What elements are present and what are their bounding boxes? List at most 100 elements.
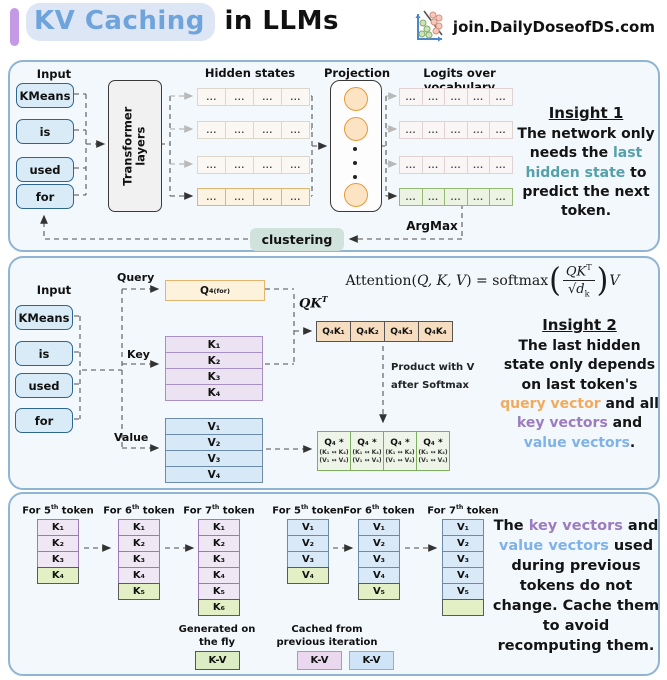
logits-row: ............... (399, 121, 513, 139)
hdr-sup: th (300, 504, 309, 511)
formula-fraction: QKT √dk (562, 263, 595, 299)
logit-cell: ... (489, 188, 513, 206)
output-cell-top: Q₄ * (423, 437, 443, 448)
value-row: V₄ (165, 466, 263, 483)
qk-cell: Q₄K₁ (316, 321, 351, 342)
logit-cell: ... (399, 188, 423, 206)
hidden-state-cell: ... (197, 121, 226, 139)
k-stack-7th: K₁ K₂ K₃ K₄ K₅ K₆ (198, 519, 240, 616)
cached-k-cell: K₂ (118, 535, 160, 552)
cached-k-cell: K₁ (118, 519, 160, 536)
panel-attention: Input KMeans is used for Query Key Value… (8, 256, 660, 490)
query-vector-box: Q 4(for) (165, 280, 265, 301)
title-rest: in LLMs (214, 6, 339, 36)
query-label: Query (117, 271, 155, 284)
v-stack-7th: V₁ V₂ V₃ V₄ V₅ (442, 519, 484, 616)
qk-cell: Q₄K₂ (350, 321, 385, 342)
ellipsis-dot (353, 161, 357, 165)
product-note-line2: after Softmax (391, 380, 469, 391)
logit-cell: ... (466, 188, 490, 206)
insight-2-body: The last hidden state only depends on la… (497, 337, 662, 453)
insight-3-body: The key vectors and value vectors used d… (492, 516, 660, 656)
hdr-sup: th (455, 504, 464, 511)
formula-lhs1: Attention( (345, 272, 417, 289)
output-cell-bot: (V₁ ↔ V₄) (418, 456, 448, 464)
page-title: KV Caching in LLMs (26, 3, 339, 41)
panel-forward-pass: Input KMeans is used for Transformer laye… (8, 60, 660, 252)
scatter-plot-icon (415, 10, 443, 42)
logit-cell: ... (489, 156, 513, 174)
legend-generated-kv-box: K-V (195, 651, 240, 670)
cached-k-cell: K₄ (198, 567, 240, 584)
value-row: V₃ (165, 450, 263, 467)
ellipsis-dot (353, 147, 357, 151)
hidden-state-cell: ... (225, 88, 254, 106)
cached-k-cell: K₁ (198, 519, 240, 536)
hidden-state-row: ............ (197, 88, 310, 106)
transformer-layers-box: Transformer layers (108, 80, 162, 212)
cached-v-cell: V₂ (442, 535, 484, 552)
logit-cell: ... (444, 121, 468, 139)
hdr-suffix: token (58, 505, 94, 517)
logit-cell: ... (421, 121, 445, 139)
legend-generated-line2: the fly (198, 636, 236, 648)
attention-formula: Attention(Q, K, V) = softmax ( QKT √dk )… (305, 261, 660, 301)
cached-v-cell: V₂ (358, 535, 400, 552)
insight-3-seg1: The (493, 518, 529, 534)
fresh-k-cell: K₆ (198, 599, 240, 616)
cached-v-cell: V₄ (358, 567, 400, 584)
value-table: V₁ V₂ V₃ V₄ (165, 418, 263, 483)
projection-label: Projection (324, 66, 391, 80)
insight-2-seg1: The last hidden state only depends on la… (503, 338, 656, 393)
den-sub: k (584, 289, 590, 299)
token-is: is (16, 119, 74, 144)
logit-cell: ... (444, 88, 468, 106)
output-cell-mid: (K₁ ↔ K₄) (385, 449, 415, 457)
cached-k-cell: K₃ (198, 551, 240, 568)
title-highlight: KV Caching (26, 3, 215, 41)
token-kmeans: KMeans (15, 305, 73, 330)
hdr-sup: th (131, 504, 140, 511)
hdr-suffix: token (308, 505, 344, 517)
logits-row: ............... (399, 156, 513, 174)
num-base: QK (565, 264, 587, 280)
hdr-suffix: token (379, 505, 415, 517)
hidden-state-cell: ... (253, 88, 282, 106)
hidden-state-row: ............ (197, 121, 310, 139)
formula-close-paren: ) (596, 261, 609, 301)
projection-neuron (344, 183, 368, 207)
hdr-sup: th (50, 504, 59, 511)
output-cell-bot: (V₁ ↔ V₄) (385, 456, 415, 464)
cached-v-cell: V₃ (442, 551, 484, 568)
output-cell-mid: (K₁ ↔ K₄) (352, 449, 382, 457)
logit-cell: ... (421, 188, 445, 206)
v-col-header-7th: For 7th token (423, 504, 503, 516)
qkt-label: QKT (299, 294, 328, 311)
legend-cached-line1: Cached from (291, 624, 363, 635)
legend-cached-line2: previous iteration (276, 636, 378, 648)
hidden-state-cell: ... (197, 188, 226, 206)
logit-cell: ... (489, 88, 513, 106)
output-cell: Q₄ * (K₁ ↔ K₄) (V₁ ↔ V₄) (416, 431, 450, 471)
hidden-state-cell: ... (253, 188, 282, 206)
k-stack-5th: K₁ K₂ K₃ K₄ (37, 519, 79, 584)
selected-logits-row: ............... (399, 188, 513, 206)
output-cell-mid: (K₁ ↔ K₄) (418, 449, 448, 457)
hdr-sup: th (211, 504, 220, 511)
insight-2-seg3: and (607, 415, 643, 432)
cached-k-cell: K₃ (37, 551, 79, 568)
cached-v-cell: V₃ (358, 551, 400, 568)
insight-3-key: key vectors (528, 518, 623, 534)
brand[interactable]: join.DailyDoseofDS.com (411, 8, 655, 46)
logit-cell: ... (399, 121, 423, 139)
legend-cached-k-box: K-V (297, 651, 342, 670)
token-used: used (15, 373, 73, 398)
hidden-state-cell: ... (225, 188, 254, 206)
insight-2-value: value vectors (523, 434, 630, 451)
formula-lhs2: ) = softmax (466, 272, 549, 289)
cached-v-cell: V₃ (287, 551, 329, 568)
brand-url[interactable]: join.DailyDoseofDS.com (452, 18, 655, 36)
hidden-state-cell: ... (197, 88, 226, 106)
logit-cell: ... (399, 156, 423, 174)
hidden-state-cell: ... (281, 121, 310, 139)
